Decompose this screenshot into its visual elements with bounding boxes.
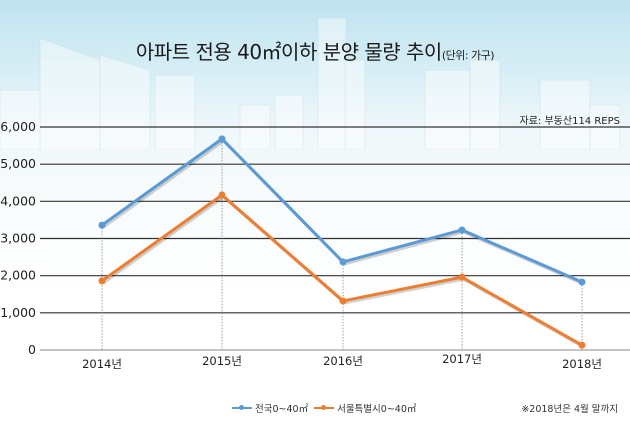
title-text: 아파트 전용 40㎡이하 분양 물량 추이 <box>135 40 442 64</box>
data-point-seoul <box>578 341 586 349</box>
footnote: ※2018년은 4월 말까지 <box>521 404 618 415</box>
series-line-seoul <box>101 193 583 347</box>
y-tick-label: 5,000 <box>0 156 36 171</box>
data-point-national <box>218 135 226 143</box>
data-point-national <box>458 226 466 234</box>
legend-item-national: 전국0~40㎡ <box>232 401 308 415</box>
series-shadow <box>102 195 585 349</box>
data-point-national <box>98 221 106 229</box>
y-tick-label: 4,000 <box>0 193 36 208</box>
chart-title: 아파트 전용 40㎡이하 분양 물량 추이(단위: 가구) <box>0 36 630 65</box>
data-point-seoul <box>98 277 106 285</box>
data-point-national <box>578 278 586 286</box>
legend: 전국0~40㎡ 서울특별시0~40㎡ <box>232 401 416 415</box>
y-tick-label: 0 <box>28 342 36 357</box>
legend-label: 서울특별시0~40㎡ <box>337 404 417 415</box>
data-point-seoul <box>218 191 226 199</box>
x-tick-label: 2016년 <box>323 354 363 368</box>
x-tick-label: 2018년 <box>562 357 602 371</box>
legend-swatch-national <box>232 405 252 410</box>
data-point-seoul <box>458 273 466 281</box>
y-tick-label: 6,000 <box>0 119 36 134</box>
source-label: 자료: 부동산114 REPS <box>519 116 620 127</box>
unit-label: (단위: 가구) <box>441 49 495 62</box>
legend-item-seoul: 서울특별시0~40㎡ <box>314 401 416 415</box>
legend-swatch-seoul <box>314 405 335 410</box>
y-tick-label: 3,000 <box>0 231 36 246</box>
x-tick-label: 2017년 <box>442 352 482 366</box>
x-tick-label: 2014년 <box>82 357 122 371</box>
data-point-national <box>339 258 347 266</box>
y-tick-label: 2,000 <box>0 268 36 283</box>
data-point-seoul <box>339 297 347 305</box>
x-tick-label: 2015년 <box>202 354 242 368</box>
legend-label: 전국0~40㎡ <box>255 404 309 415</box>
y-tick-label: 1,000 <box>0 305 36 320</box>
